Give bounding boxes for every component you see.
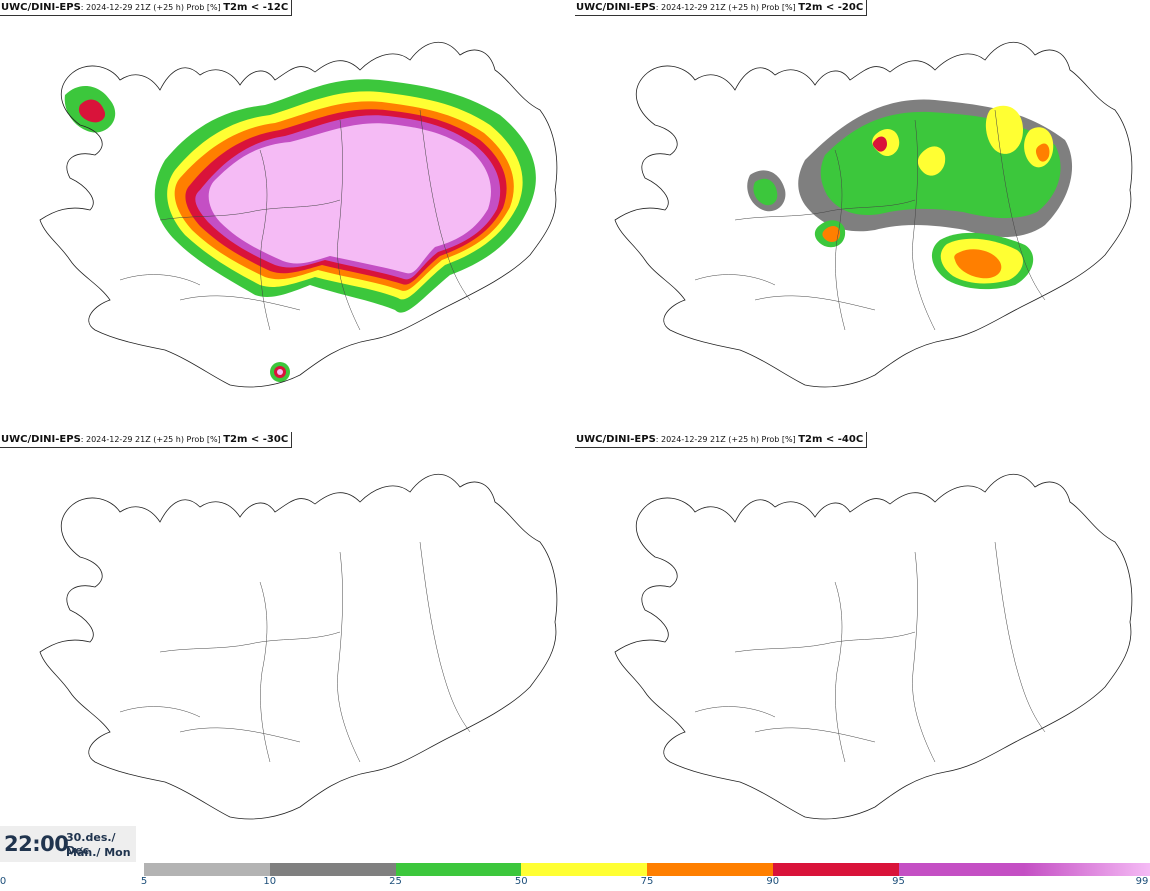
valid-weekday-line: Mán./ Mon	[66, 846, 131, 859]
iceland-map-12	[39, 41, 558, 388]
valid-time-clock: 22:00	[4, 832, 69, 856]
colorbar-segment	[898, 863, 1025, 876]
map-panel-t2m-minus-20: UWC/DINI-EPS: 2024-12-29 21Z (+25 h) Pro…	[575, 0, 1150, 432]
valid-date-line: 30.des./ Dec	[66, 831, 116, 857]
colorbar-tick-label: 95	[892, 876, 905, 887]
colorbar-segment	[772, 863, 899, 876]
prob-fill-layer	[64, 79, 536, 382]
colorbar-tick-label: 50	[514, 876, 528, 887]
panel-title: UWC/DINI-EPS: 2024-12-29 21Z (+25 h) Pro…	[575, 432, 868, 448]
valid-time-box: 22:00 30.des./ Dec Mán./ Mon	[0, 826, 136, 862]
colorbar-tick-label: 5	[140, 876, 148, 887]
coastline-layer	[614, 41, 1133, 388]
colorbar-tick-label: 90	[766, 876, 780, 887]
colorbar-segment	[269, 863, 396, 876]
coastline-layer	[39, 41, 558, 388]
colorbar-labels: 0 5 10 25 50 75 90 95 99	[0, 876, 1150, 890]
probability-colorbar	[144, 863, 1150, 876]
colorbar-segment	[1024, 863, 1150, 876]
coastline-layer	[614, 473, 1133, 820]
prob-fill-layer	[747, 99, 1073, 290]
map-panel-t2m-minus-30: UWC/DINI-EPS: 2024-12-29 21Z (+25 h) Pro…	[0, 432, 575, 864]
colorbar-tick-label: 0	[0, 876, 7, 887]
iceland-map-20	[614, 41, 1133, 388]
colorbar-tick-label: 99	[1135, 876, 1149, 887]
colorbar-segment	[647, 863, 773, 876]
panel-title: UWC/DINI-EPS: 2024-12-29 21Z (+25 h) Pro…	[0, 432, 293, 448]
colorbar-segment	[521, 863, 647, 876]
iceland-map-30	[39, 473, 558, 820]
map-panel-t2m-minus-40: UWC/DINI-EPS: 2024-12-29 21Z (+25 h) Pro…	[575, 432, 1150, 864]
colorbar-tick-label: 75	[640, 876, 654, 887]
colorbar-segment	[395, 863, 522, 876]
panel-title: UWC/DINI-EPS: 2024-12-29 21Z (+25 h) Pro…	[0, 0, 293, 16]
colorbar-segment	[144, 863, 270, 876]
map-panel-t2m-minus-12: UWC/DINI-EPS: 2024-12-29 21Z (+25 h) Pro…	[0, 0, 575, 432]
panel-title: UWC/DINI-EPS: 2024-12-29 21Z (+25 h) Pro…	[575, 0, 868, 16]
colorbar-tick-label: 25	[389, 876, 402, 887]
colorbar-tick-label: 10	[263, 876, 277, 887]
iceland-map-40	[614, 473, 1133, 820]
coastline-layer	[39, 473, 558, 820]
